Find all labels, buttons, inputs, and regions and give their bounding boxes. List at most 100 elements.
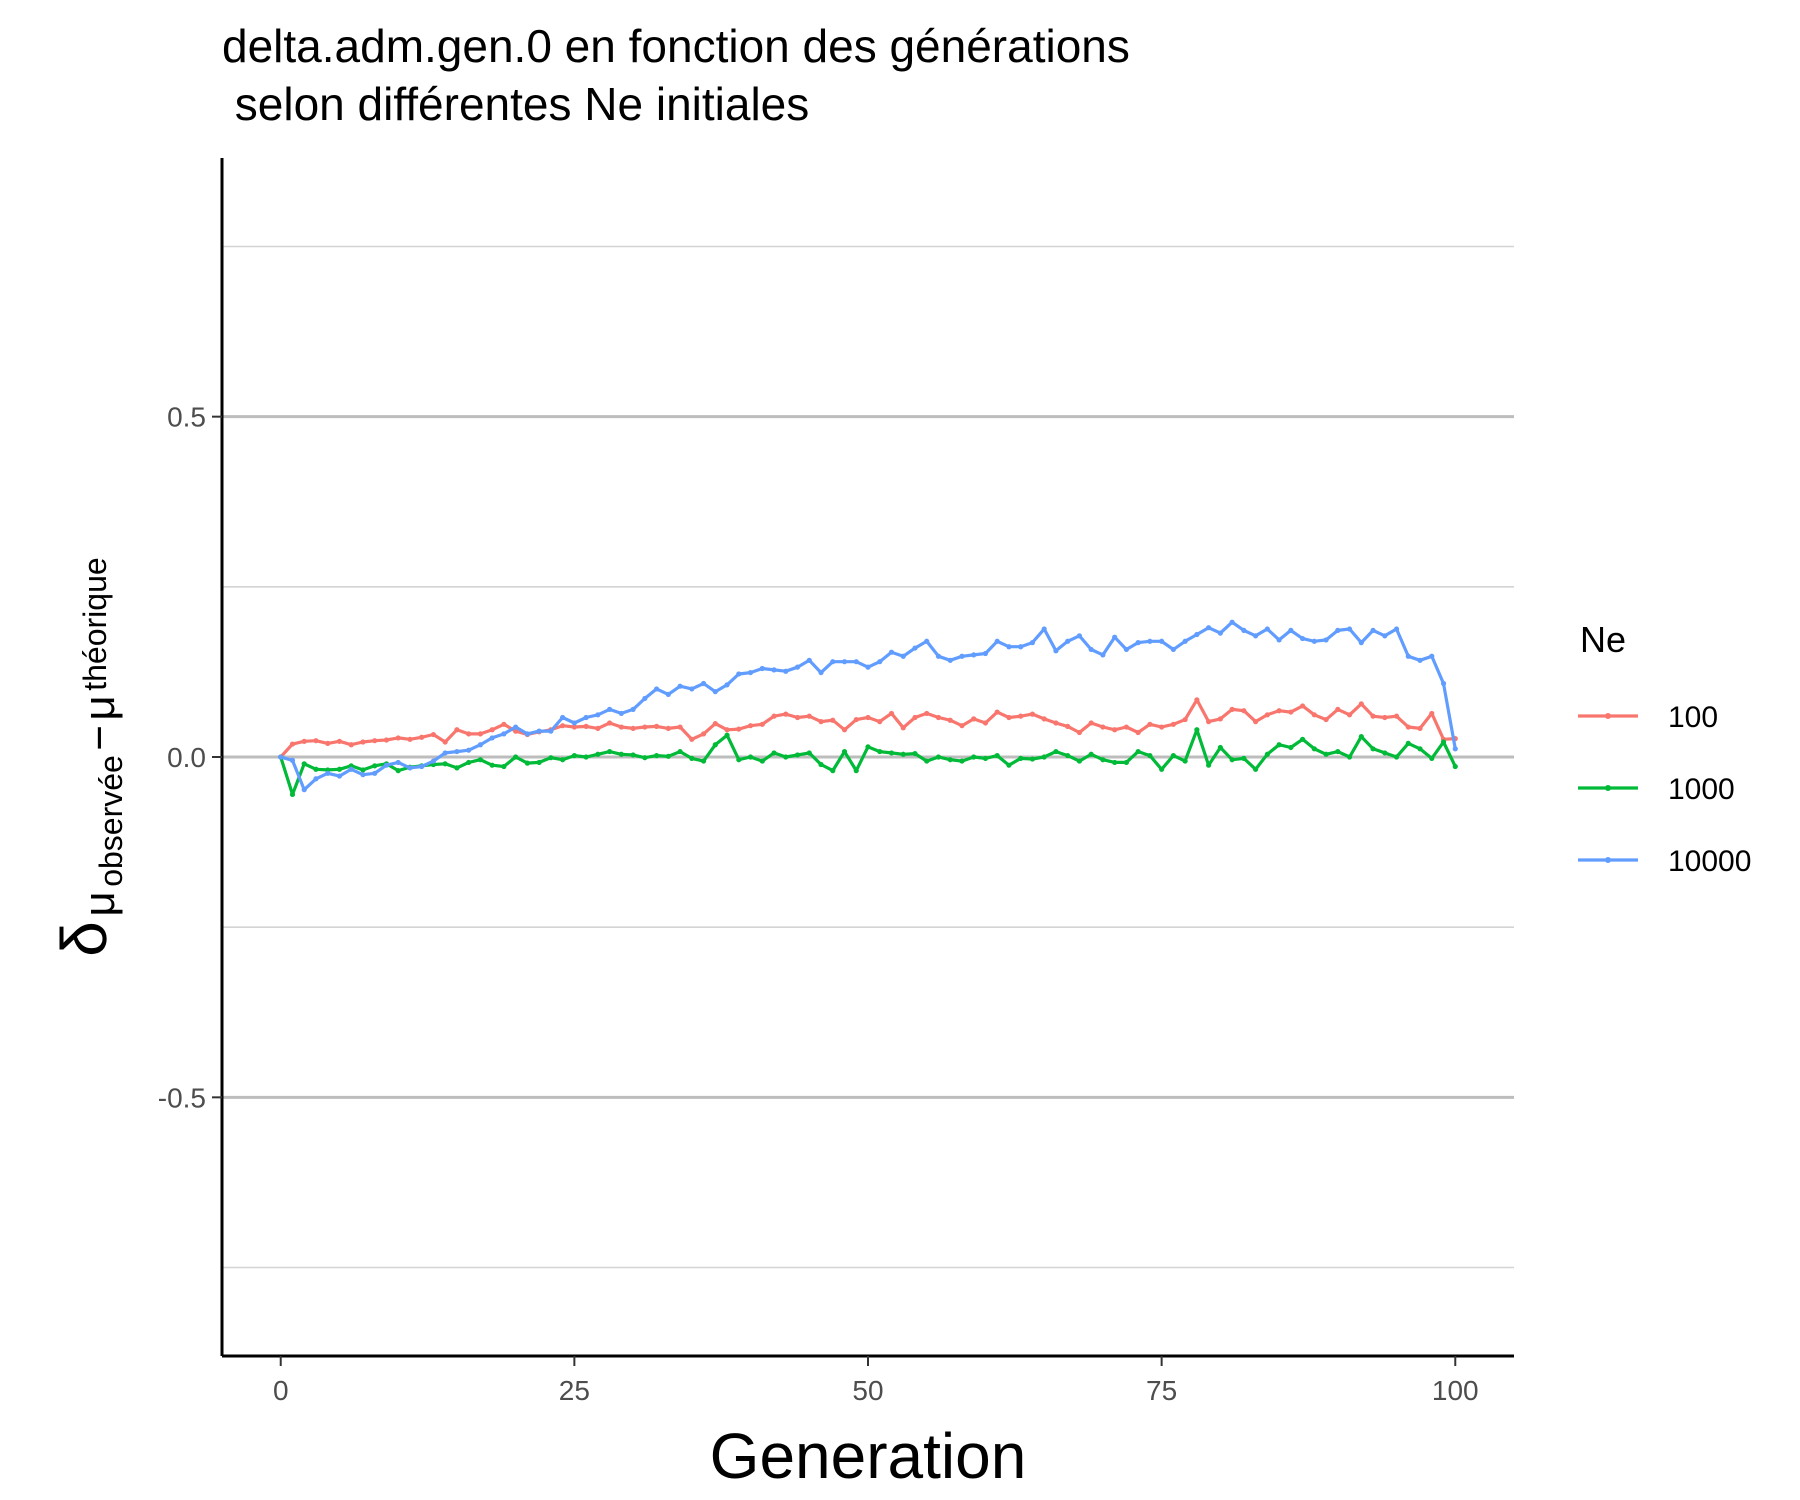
data-point xyxy=(1405,740,1411,746)
data-point xyxy=(1065,753,1071,759)
data-point xyxy=(536,759,542,766)
data-point xyxy=(419,734,425,740)
data-point xyxy=(700,731,707,737)
data-point xyxy=(1041,716,1047,722)
data-point xyxy=(1194,631,1200,638)
data-point xyxy=(571,753,577,759)
data-point xyxy=(1393,713,1400,719)
legend-label-1000: 1000 xyxy=(1668,773,1735,806)
y-axis-title-delta: δ xyxy=(48,921,120,957)
data-point xyxy=(982,720,989,726)
x-tick-label: 50 xyxy=(852,1375,883,1406)
data-point xyxy=(501,763,507,770)
data-point xyxy=(372,770,378,776)
data-point xyxy=(642,695,648,702)
data-point xyxy=(1288,709,1294,715)
series-10000 xyxy=(278,619,1458,793)
data-point xyxy=(1241,627,1247,633)
data-point xyxy=(1076,729,1083,736)
data-point xyxy=(477,742,483,748)
data-point xyxy=(1006,762,1012,768)
data-point xyxy=(1018,713,1024,719)
data-point xyxy=(1346,626,1353,632)
y-axis-title: δ μ observée − μ théorique xyxy=(48,557,129,956)
data-point xyxy=(618,751,624,757)
data-point xyxy=(313,738,319,744)
data-point xyxy=(783,754,789,760)
data-point xyxy=(1147,753,1153,759)
data-point xyxy=(430,731,437,738)
data-point xyxy=(301,738,307,744)
data-point xyxy=(313,766,319,772)
x-tick-label: 25 xyxy=(559,1375,590,1406)
data-point xyxy=(1440,739,1447,745)
data-point xyxy=(618,724,624,730)
data-point xyxy=(1229,706,1235,712)
data-point xyxy=(372,763,378,769)
data-point xyxy=(736,757,742,763)
data-point xyxy=(1123,724,1129,730)
data-point xyxy=(1311,638,1317,644)
data-point xyxy=(888,649,895,655)
data-point xyxy=(830,717,836,723)
data-point xyxy=(865,664,871,670)
data-point xyxy=(360,772,366,778)
data-point xyxy=(1382,714,1388,721)
data-point xyxy=(513,724,519,730)
series-line-10000 xyxy=(280,620,1457,792)
data-point xyxy=(1217,744,1223,751)
data-point xyxy=(630,706,636,712)
data-point xyxy=(924,710,930,717)
data-point xyxy=(1452,746,1458,752)
data-point xyxy=(1206,762,1212,768)
data-point xyxy=(1112,727,1118,733)
data-point xyxy=(583,723,589,729)
data-point xyxy=(935,714,942,721)
data-point xyxy=(865,714,871,721)
data-point xyxy=(489,735,495,741)
data-point xyxy=(912,645,918,651)
data-point xyxy=(489,727,495,733)
data-point xyxy=(665,691,671,697)
data-point xyxy=(1264,712,1270,718)
data-point xyxy=(642,724,648,730)
data-point xyxy=(1100,724,1106,730)
data-point xyxy=(1417,725,1423,732)
data-point xyxy=(1358,640,1364,646)
data-point xyxy=(853,716,859,723)
data-point xyxy=(419,763,425,770)
data-point xyxy=(595,712,601,718)
data-point xyxy=(583,754,589,760)
data-point xyxy=(1135,729,1141,736)
data-point xyxy=(407,765,413,771)
data-point xyxy=(336,738,343,744)
data-point xyxy=(1065,723,1071,729)
data-point xyxy=(1429,653,1435,659)
data-point xyxy=(466,731,472,737)
data-point xyxy=(348,742,354,748)
data-point xyxy=(677,748,683,755)
data-point xyxy=(1065,638,1071,644)
data-point xyxy=(783,711,789,717)
data-point xyxy=(935,754,942,760)
data-point xyxy=(1323,637,1329,643)
y-tick-label: 0.0 xyxy=(167,742,206,773)
data-point xyxy=(383,762,390,768)
x-tick-label: 75 xyxy=(1146,1375,1177,1406)
data-point xyxy=(466,747,472,753)
data-point xyxy=(278,754,284,760)
data-point xyxy=(454,727,460,733)
data-point xyxy=(841,727,848,733)
legend: Ne 100 1000 10000 xyxy=(1578,619,1751,878)
data-point xyxy=(1429,755,1435,761)
data-point xyxy=(1053,720,1059,726)
data-point xyxy=(1264,751,1270,757)
data-point xyxy=(466,759,472,766)
plot-series xyxy=(278,619,1458,798)
x-tick-label: 100 xyxy=(1432,1375,1479,1406)
data-point xyxy=(395,735,401,741)
data-point xyxy=(595,725,601,732)
data-point xyxy=(430,758,437,764)
data-point xyxy=(1229,619,1235,625)
